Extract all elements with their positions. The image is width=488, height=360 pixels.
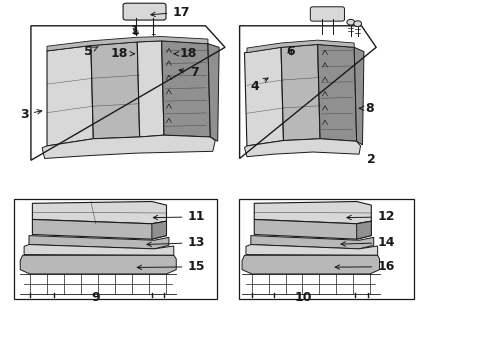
Polygon shape [47, 37, 207, 51]
FancyBboxPatch shape [310, 7, 344, 21]
Polygon shape [32, 202, 166, 224]
Polygon shape [242, 255, 379, 274]
Text: 15: 15 [137, 260, 204, 273]
Circle shape [353, 21, 361, 27]
Polygon shape [29, 235, 168, 249]
Text: 1: 1 [130, 24, 139, 37]
Text: 17: 17 [150, 6, 189, 19]
Text: 14: 14 [340, 236, 394, 249]
Polygon shape [32, 220, 166, 239]
Polygon shape [244, 139, 360, 157]
Text: 5: 5 [84, 45, 98, 58]
Text: 6: 6 [286, 45, 295, 58]
Text: 18: 18 [174, 47, 197, 60]
Text: 16: 16 [334, 260, 394, 273]
Text: 3: 3 [20, 108, 41, 121]
Polygon shape [250, 235, 373, 249]
Text: 11: 11 [153, 211, 204, 224]
Polygon shape [254, 220, 370, 239]
Polygon shape [246, 40, 353, 53]
Polygon shape [47, 45, 93, 146]
Text: 13: 13 [146, 236, 204, 249]
Polygon shape [244, 47, 283, 146]
Polygon shape [24, 244, 173, 255]
Polygon shape [281, 44, 320, 140]
Text: 10: 10 [294, 291, 311, 304]
Polygon shape [245, 244, 377, 255]
Text: 7: 7 [179, 66, 198, 79]
Polygon shape [20, 255, 176, 274]
Polygon shape [152, 221, 166, 239]
Text: 2: 2 [366, 153, 375, 166]
Polygon shape [161, 41, 210, 137]
Circle shape [346, 19, 354, 25]
Polygon shape [356, 221, 370, 239]
FancyBboxPatch shape [123, 3, 165, 20]
Text: 8: 8 [359, 102, 373, 115]
Polygon shape [254, 202, 370, 224]
Text: 9: 9 [91, 291, 100, 304]
Bar [238, 199, 413, 299]
Polygon shape [137, 41, 163, 137]
Text: 12: 12 [346, 211, 394, 224]
Text: 18: 18 [110, 47, 134, 60]
Polygon shape [42, 135, 215, 158]
Polygon shape [317, 44, 356, 141]
Polygon shape [91, 42, 140, 139]
Text: 4: 4 [250, 78, 267, 93]
Bar [14, 199, 216, 299]
Polygon shape [353, 47, 363, 145]
Polygon shape [207, 44, 219, 141]
